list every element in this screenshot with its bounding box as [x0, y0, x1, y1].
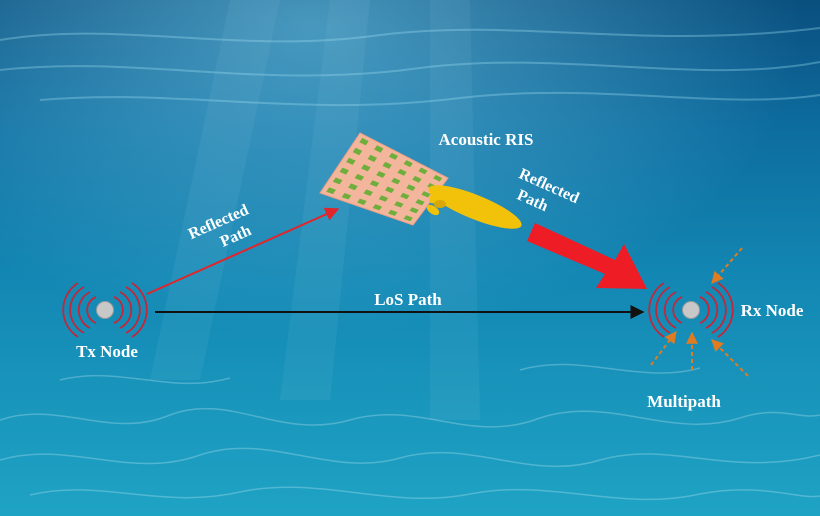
ris-element [341, 193, 352, 200]
ris-element [367, 154, 377, 162]
ris-element [369, 180, 380, 187]
surface-ripples [0, 27, 820, 107]
ris-element [403, 215, 413, 222]
ris-element [406, 184, 416, 191]
ris-element [394, 201, 404, 208]
incident-path-arrow [146, 207, 340, 295]
ris-element [332, 177, 343, 185]
ris-element [374, 145, 384, 153]
ris-element [354, 173, 365, 181]
ris-element [339, 167, 349, 175]
rx-node-label: Rx Node [741, 301, 804, 320]
reflected-path-arrow [527, 223, 647, 289]
ris-element [415, 199, 425, 206]
los-path-label: LoS Path [374, 290, 442, 309]
ris-element [348, 183, 358, 191]
ris-element [372, 204, 383, 211]
transmitter-node-icon [62, 282, 148, 338]
multipath-arrow-top-right [711, 247, 743, 284]
ris-element [382, 161, 392, 169]
ris-element [397, 168, 407, 176]
beam-lobe-icon [426, 185, 522, 229]
ris-element [361, 164, 371, 172]
ris-element [433, 174, 443, 182]
ris-element [421, 191, 431, 198]
ris-element-grid [326, 137, 443, 222]
ris-element [418, 167, 428, 175]
multipath-arrows [650, 247, 749, 377]
ris-element [359, 137, 369, 146]
ris-element [346, 157, 356, 165]
ris-panel-icon [319, 132, 449, 226]
tx-node-label: Tx Node [76, 342, 138, 361]
ris-element [388, 209, 398, 216]
ris-element [412, 175, 422, 183]
ris-element [385, 186, 395, 194]
light-rays [150, 0, 480, 420]
acoustic-ris-label: Acoustic RIS [439, 130, 534, 149]
ris-element [352, 147, 363, 156]
ris-element [357, 198, 367, 205]
ris-element [388, 152, 399, 160]
ris-element [391, 177, 401, 185]
ris-element [403, 160, 413, 168]
ris-element [400, 192, 410, 200]
ris-element [326, 187, 336, 195]
multipath-label: Multipath [647, 392, 721, 411]
multipath-arrow-bottom-right [711, 339, 749, 377]
floor-caustics [0, 363, 820, 501]
receiver-node-icon [648, 282, 734, 338]
ris-element [363, 189, 373, 196]
ris-element [376, 171, 386, 178]
ris-element [378, 195, 389, 202]
ris-element [409, 207, 419, 214]
